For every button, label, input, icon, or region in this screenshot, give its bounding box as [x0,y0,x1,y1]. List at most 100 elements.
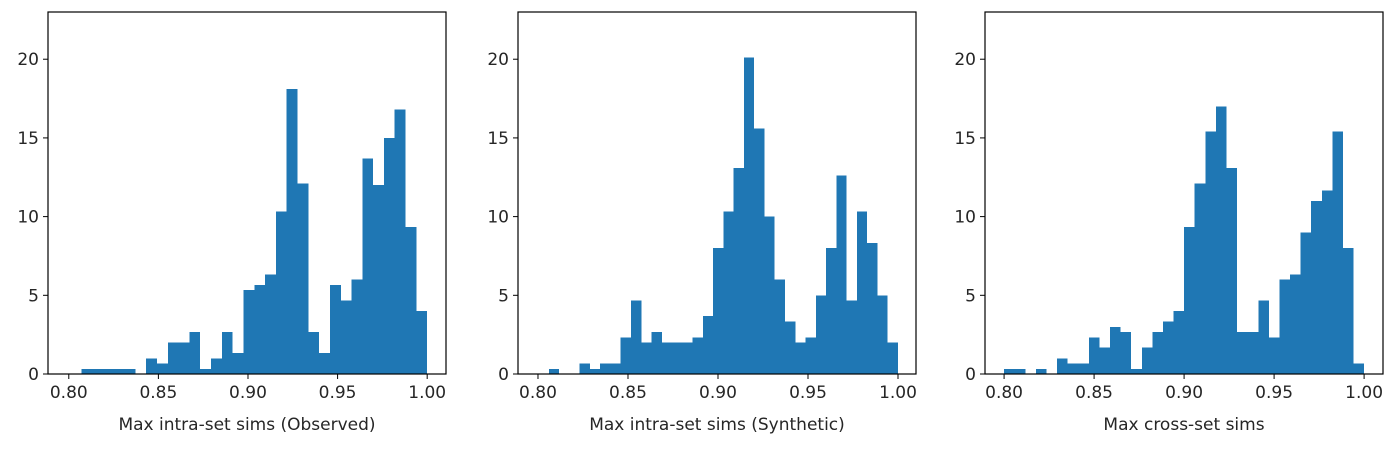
bar [1332,131,1343,374]
bar [713,248,724,374]
bar [610,363,621,374]
bar [189,331,201,374]
bar [1311,200,1322,374]
bar [1321,190,1333,374]
bar [733,167,744,374]
bar [1184,227,1195,374]
bar [856,211,868,374]
x-tick-label: 1.00 [1345,383,1383,403]
bar [877,295,888,374]
bar [1014,368,1026,374]
y-tick-label: 20 [487,50,509,70]
bar [1078,363,1089,374]
bar [329,284,341,374]
bar [1067,363,1079,374]
x-tick-label: 0.90 [229,383,267,403]
bar [1194,183,1206,374]
x-tick-label: 0.95 [789,383,827,403]
x-tick-label: 0.85 [139,383,177,403]
subplot: 0 5 10 15 20 0.80 0.85 0.90 0.95 1.00 Max intra-se… [487,11,917,435]
bar [243,290,255,374]
bar [200,368,212,374]
bar [1057,358,1068,374]
bar [1258,300,1269,374]
y-tick-label: 5 [498,286,509,306]
bar [373,185,384,374]
bar [620,337,631,374]
bar [774,279,785,374]
bar [1120,331,1132,374]
bar [754,128,765,374]
bar [548,368,560,374]
bar [682,342,693,374]
x-tick-label: 1.00 [408,383,446,403]
y-tick-label: 10 [17,208,39,228]
bar [1173,311,1185,374]
x-tick-label: 0.85 [1075,383,1113,403]
bar [600,363,611,374]
bar [887,342,898,374]
x-tick-label: 0.80 [985,383,1023,403]
bar [1247,331,1259,374]
bar [275,211,287,374]
y-tick-label: 15 [17,129,39,149]
x-tick-label: 0.95 [1255,383,1293,403]
bar [815,295,827,374]
bar [405,227,417,374]
bar [1226,167,1238,374]
bar [1353,363,1365,374]
bar [1289,274,1301,374]
bar [1215,106,1227,374]
bar [805,337,816,374]
axes-frame [517,11,917,375]
bar [81,368,93,374]
bar [178,342,190,374]
bar [1152,331,1163,374]
bar [146,358,157,374]
y-tick-label: 0 [498,365,509,385]
bar [661,342,673,374]
bar [1131,368,1142,374]
bar [394,109,406,374]
bar [579,363,590,374]
bar [1300,232,1312,374]
bar [651,331,662,374]
y-tick-label: 0 [28,365,39,385]
bar [795,342,806,374]
bar [1205,131,1216,374]
bar [92,368,104,374]
x-axis-label: Max intra-set sims (Synthetic) [589,415,845,435]
bar [362,158,374,374]
bar [672,342,683,374]
bar [630,300,642,374]
bar [254,284,266,374]
bar [867,242,878,374]
bar [232,353,244,374]
bar [641,342,652,374]
bar [589,368,601,374]
x-axis-label: Max intra-set sims (Observed) [118,415,375,435]
bar [221,331,233,374]
y-tick-label: 5 [28,286,39,306]
bar [297,183,309,374]
y-tick-label: 0 [965,365,976,385]
bar [1162,321,1174,374]
bar [764,216,775,374]
subplot: 0 5 10 15 20 0.80 0.85 0.90 0.95 1.00 Max cross-se… [954,11,1384,435]
bar [846,300,857,374]
bar [743,57,755,374]
bar [826,248,837,374]
x-tick-label: 0.80 [519,383,557,403]
y-tick-label: 15 [487,129,509,149]
bar [1099,347,1110,374]
x-axis-label: Max cross-set sims [1103,415,1264,435]
y-tick-label: 20 [17,50,39,70]
bar [383,137,395,374]
x-tick-label: 0.85 [609,383,647,403]
bar [124,368,136,374]
subplot: 0 5 10 15 20 0.80 0.85 0.90 0.95 1.00 Max intra-se… [17,11,447,435]
x-tick-label: 0.90 [699,383,737,403]
bar [351,279,363,374]
x-tick-label: 0.95 [319,383,357,403]
